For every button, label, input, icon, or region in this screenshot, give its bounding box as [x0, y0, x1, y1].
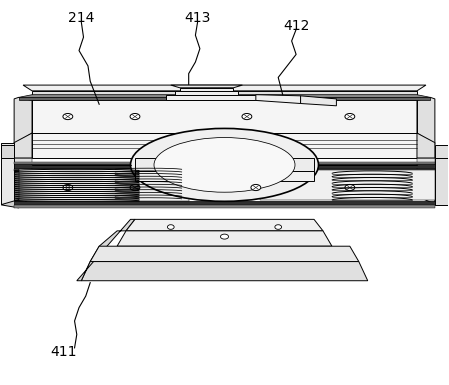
Text: 413: 413	[185, 11, 211, 25]
Polygon shape	[18, 169, 189, 201]
Polygon shape	[256, 95, 300, 104]
Polygon shape	[18, 97, 431, 100]
Polygon shape	[23, 85, 426, 91]
Polygon shape	[14, 158, 32, 171]
Polygon shape	[417, 171, 435, 204]
Polygon shape	[90, 246, 359, 261]
Polygon shape	[175, 91, 238, 95]
Polygon shape	[77, 219, 135, 281]
Ellipse shape	[345, 114, 355, 120]
Polygon shape	[135, 158, 189, 171]
Polygon shape	[18, 95, 431, 97]
Ellipse shape	[63, 114, 73, 120]
Polygon shape	[1, 144, 14, 158]
Polygon shape	[14, 133, 32, 158]
Polygon shape	[300, 96, 336, 106]
Text: 214: 214	[68, 11, 94, 25]
Polygon shape	[1, 142, 14, 158]
Polygon shape	[417, 133, 435, 158]
Polygon shape	[14, 169, 435, 171]
Polygon shape	[1, 158, 14, 204]
Polygon shape	[171, 85, 242, 88]
Ellipse shape	[251, 184, 261, 191]
Polygon shape	[117, 231, 332, 246]
Ellipse shape	[130, 114, 140, 120]
Ellipse shape	[345, 184, 355, 191]
Polygon shape	[435, 144, 448, 158]
Polygon shape	[180, 88, 233, 91]
Polygon shape	[14, 171, 32, 204]
Polygon shape	[260, 158, 314, 171]
Polygon shape	[32, 100, 417, 133]
Polygon shape	[126, 219, 323, 231]
Polygon shape	[260, 171, 314, 181]
Ellipse shape	[63, 184, 73, 191]
Ellipse shape	[131, 129, 318, 201]
Ellipse shape	[242, 114, 252, 120]
Polygon shape	[166, 95, 256, 100]
Polygon shape	[417, 97, 435, 144]
Text: 412: 412	[283, 18, 309, 33]
Polygon shape	[32, 91, 417, 95]
Polygon shape	[14, 201, 435, 205]
Polygon shape	[435, 158, 448, 205]
Polygon shape	[14, 97, 32, 144]
Polygon shape	[32, 171, 417, 196]
Polygon shape	[417, 158, 435, 171]
Polygon shape	[14, 164, 435, 167]
Polygon shape	[81, 261, 368, 281]
Polygon shape	[135, 171, 189, 181]
Ellipse shape	[275, 225, 282, 229]
Ellipse shape	[130, 184, 140, 191]
Ellipse shape	[167, 225, 174, 229]
Polygon shape	[1, 196, 32, 208]
Polygon shape	[14, 162, 435, 164]
Polygon shape	[32, 133, 417, 158]
Text: 411: 411	[50, 345, 77, 359]
Ellipse shape	[154, 137, 295, 192]
Ellipse shape	[220, 234, 229, 239]
Polygon shape	[260, 170, 435, 200]
Polygon shape	[14, 205, 435, 208]
